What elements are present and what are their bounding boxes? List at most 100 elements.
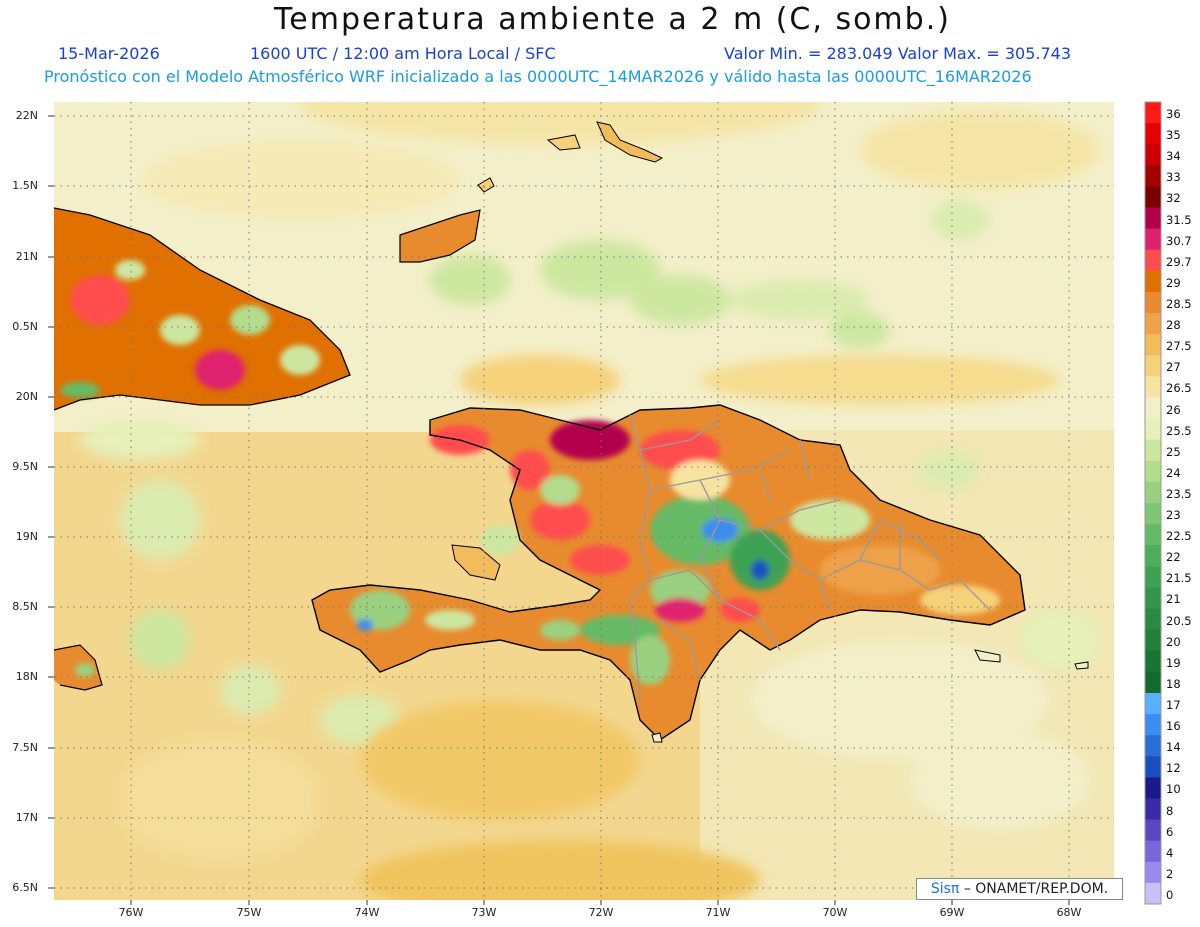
lat-label: 22N — [15, 109, 38, 122]
colorbar-swatch — [1145, 418, 1161, 441]
colorbar-swatch — [1145, 777, 1161, 799]
colorbar-swatch — [1145, 503, 1161, 525]
colorbar-label: 28 — [1166, 318, 1181, 333]
colorbar-label: 0 — [1166, 887, 1174, 902]
lat-label: 21N — [15, 250, 38, 263]
colorbar-label: 22.5 — [1166, 529, 1192, 544]
colorbar-label: 29 — [1166, 275, 1181, 290]
colorbar-label: 21 — [1166, 592, 1181, 607]
sispi-logo: Sisπ — [930, 881, 960, 897]
credit-box: Sisπ – ONAMET/REP.DOM. — [916, 878, 1123, 900]
graticule — [54, 102, 1114, 900]
colorbar-label: 14 — [1166, 740, 1181, 755]
colorbar-swatch — [1145, 249, 1161, 272]
lon-label: 76W — [118, 906, 144, 919]
lon-label: 71W — [705, 906, 731, 919]
lat-label: 18N — [15, 670, 38, 683]
sea-patches — [80, 102, 1100, 900]
colorbar-label: 6 — [1166, 824, 1174, 839]
colorbar-swatch — [1145, 481, 1161, 504]
colorbar-swatch — [1145, 524, 1161, 546]
map-field — [54, 102, 1114, 900]
time-label: 1600 UTC / 12:00 am Hora Local / SFC — [250, 44, 556, 63]
colorbar-swatch — [1145, 186, 1161, 209]
jamaica-region — [54, 644, 103, 691]
colorbar-label: 33 — [1166, 170, 1181, 185]
map-title: Temperatura ambiente a 2 m (C, somb.) — [274, 2, 951, 37]
colorbar-swatch — [1145, 123, 1161, 145]
colorbar-label: 23 — [1166, 508, 1181, 522]
provincial-boundaries — [629, 414, 991, 701]
colorbar-swatch — [1145, 714, 1161, 736]
colorbar-swatch — [1145, 334, 1161, 356]
colorbar-label: 8 — [1166, 803, 1174, 818]
colorbar-swatch — [1145, 460, 1161, 483]
colorbar-swatch — [1145, 545, 1161, 567]
colorbar-swatch — [1145, 756, 1161, 778]
lat-label: 20N — [15, 390, 38, 403]
colorbar-label: 29.7 — [1166, 254, 1192, 269]
colorbar-swatch — [1145, 270, 1161, 293]
lat-label: 8.5N — [12, 600, 38, 613]
colorbar-swatch — [1145, 144, 1161, 166]
colorbar-swatch — [1145, 840, 1161, 863]
colorbar-label: 16 — [1166, 719, 1181, 734]
colorbar-label: 2 — [1166, 866, 1174, 881]
lon-label: 68W — [1056, 906, 1082, 919]
date-label: 15-Mar-2026 — [58, 44, 160, 63]
colorbar-swatch — [1145, 165, 1161, 187]
colorbar-swatch — [1145, 313, 1161, 335]
colorbar-label: 26.5 — [1166, 381, 1192, 396]
colorbar-swatch — [1145, 692, 1161, 715]
colorbar-swatch — [1145, 355, 1161, 377]
lat-label: 9.5N — [12, 460, 38, 473]
colorbar-frame — [1144, 101, 1162, 905]
colorbar-label: 20 — [1166, 634, 1181, 649]
lon-label: 74W — [354, 906, 380, 919]
colorbar-swatch — [1145, 228, 1161, 251]
colorbar-label: 25 — [1166, 444, 1181, 459]
colorbar-swatch — [1145, 397, 1161, 420]
colorbar-swatch — [1145, 439, 1161, 462]
colorbar-swatch — [1145, 798, 1161, 821]
lon-label: 72W — [588, 906, 614, 919]
colorbar-swatch — [1145, 861, 1161, 884]
colorbar-label: 35 — [1166, 128, 1181, 143]
hispaniola-region — [311, 404, 1089, 743]
colorbar-label: 22 — [1166, 550, 1181, 565]
colorbar-swatch — [1145, 629, 1161, 652]
colorbar-swatch — [1145, 376, 1161, 398]
colorbar-label: 27 — [1166, 360, 1181, 375]
minmax-label: Valor Min. = 283.049 Valor Max. = 305.74… — [724, 44, 1072, 63]
colorbar — [1145, 102, 1161, 905]
colorbar-label: 4 — [1166, 845, 1174, 860]
colorbar-swatch — [1145, 587, 1161, 610]
lat-label: 17N — [15, 811, 38, 824]
colorbar-label: 34 — [1166, 149, 1181, 164]
colorbar-label: 30.7 — [1166, 233, 1192, 248]
colorbar-label: 24 — [1166, 465, 1181, 480]
colorbar-label: 31.5 — [1166, 212, 1192, 227]
credit-text: – ONAMET/REP.DOM. — [963, 881, 1109, 897]
colorbar-swatch — [1145, 650, 1161, 673]
lon-label: 75W — [236, 906, 262, 919]
colorbar-label: 23.5 — [1166, 486, 1192, 501]
colorbar-label: 28.5 — [1166, 296, 1192, 311]
colorbar-swatch — [1145, 608, 1161, 631]
lat-label: 6.5N — [12, 881, 38, 894]
lon-label: 69W — [939, 906, 965, 919]
lat-label: 1.5N — [12, 179, 38, 192]
lat-label: 0.5N — [12, 320, 38, 333]
colorbar-label: 19 — [1166, 655, 1181, 670]
colorbar-label: 25.5 — [1166, 423, 1192, 438]
colorbar-swatch — [1145, 882, 1161, 905]
lon-label: 73W — [471, 906, 497, 919]
colorbar-swatch — [1145, 207, 1161, 230]
colorbar-swatch — [1145, 566, 1161, 588]
colorbar-label: 20.5 — [1166, 613, 1192, 628]
colorbar-label: 32 — [1166, 191, 1181, 206]
colorbar-swatch — [1145, 735, 1161, 757]
colorbar-label: 26 — [1166, 402, 1181, 417]
axis-ticks — [48, 115, 1070, 905]
